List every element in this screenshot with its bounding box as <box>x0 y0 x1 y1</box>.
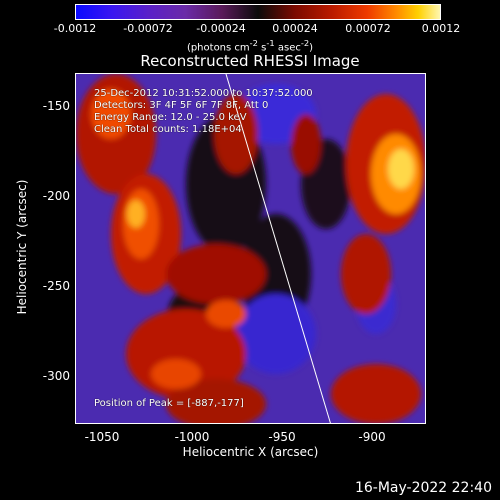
solar-limb-line <box>225 74 331 423</box>
negative-region <box>236 294 316 374</box>
peak-region <box>127 200 145 228</box>
units-exponent: -1 <box>266 38 275 48</box>
emission-region <box>341 234 391 314</box>
colorbar <box>75 4 441 20</box>
rhessi-image: 25-Dec-2012 10:31:52.000 to 10:37:52.000… <box>75 73 426 424</box>
y-tick-label: -300 <box>42 369 70 383</box>
info-line: Energy Range: 12.0 - 25.0 keV <box>94 112 247 123</box>
emission-region <box>166 244 266 304</box>
y-tick-label: -150 <box>42 99 70 113</box>
colorbar-tick: -0.00072 <box>123 22 173 35</box>
emission-region <box>214 94 258 174</box>
info-line: Clean Total counts: 1.18E+04 <box>94 124 242 135</box>
info-line: Detectors: 3F 4F 5F 6F 7F 8F, Att 0 <box>94 100 269 111</box>
bright-region <box>151 359 201 389</box>
emission-layer <box>76 74 425 423</box>
bright-region <box>91 89 131 139</box>
bright-region <box>206 300 246 328</box>
peak-region <box>388 149 414 189</box>
image-title: Reconstructed RHESSI Image <box>140 52 360 70</box>
emission-region <box>291 114 321 174</box>
x-tick-label: -1050 <box>84 430 120 444</box>
units-text: s <box>257 42 267 54</box>
colorbar-tick: -0.0012 <box>53 22 97 35</box>
units-exponent: -2 <box>249 38 258 48</box>
peak-position-label: Position of Peak = [-887,-177] <box>94 398 244 409</box>
info-line: 25-Dec-2012 10:31:52.000 to 10:37:52.000 <box>94 88 313 99</box>
colorbar-tick: 0.00024 <box>272 22 318 35</box>
colorbar-tick: -0.00024 <box>196 22 246 35</box>
colorbar-units: (photons cm-2 s-1 asec-2) <box>0 38 500 53</box>
units-text: ) <box>309 42 314 54</box>
colorbar-tick: 0.00072 <box>345 22 391 35</box>
x-tick-label: -1000 <box>174 430 210 444</box>
units-text: (photons cm <box>186 42 250 54</box>
x-tick-label: -900 <box>358 430 386 444</box>
y-tick-label: -200 <box>42 189 70 203</box>
emission-region <box>166 379 266 423</box>
colorbar-tick: 0.0012 <box>421 22 461 35</box>
emission-region <box>331 364 421 423</box>
units-exponent: -2 <box>300 38 310 48</box>
timestamp: 16-May-2022 22:40 <box>354 480 492 496</box>
x-tick-label: -950 <box>268 430 296 444</box>
x-axis-label: Heliocentric X (arcsec) <box>182 445 319 459</box>
y-axis-label: Heliocentric Y (arcsec) <box>15 179 29 315</box>
heatmap-svg <box>76 74 425 423</box>
units-text: asec <box>274 42 301 54</box>
y-tick-label: -250 <box>42 279 70 293</box>
